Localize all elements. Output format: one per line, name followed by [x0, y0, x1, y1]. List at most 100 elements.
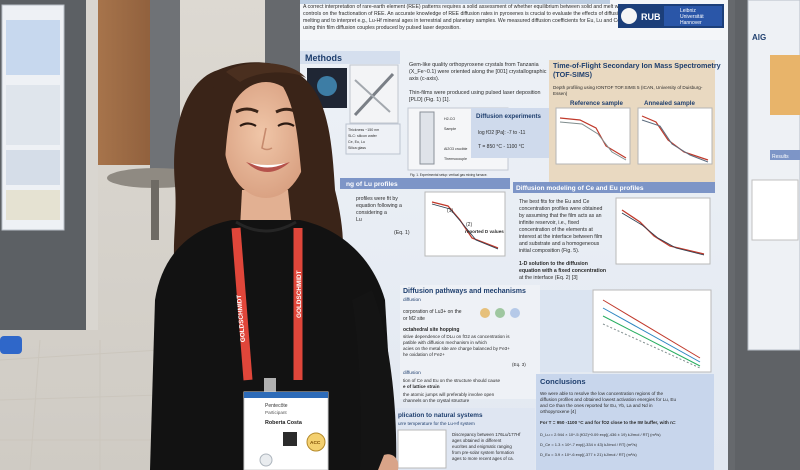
natural-systems-title-line-2: urre temperature for the Lu-Hf system: [398, 421, 475, 426]
badge-line-1: Pentecôte: [265, 403, 288, 409]
furnace-tube: [419, 111, 435, 165]
annealed-sample-plot: [637, 107, 713, 165]
ce-eu-line-9: 1-D solution to the diffusion: [519, 261, 588, 267]
pathways-subtitle-2: diffusion: [403, 370, 421, 376]
ce-eu-structure-line-4: channels on the crystal structure: [403, 398, 470, 403]
conclusions-equation-eu: D_Eu = 3.9 × 10^-6 exp[(-377 ± 21) kJ/mo…: [540, 452, 637, 457]
blue-object: [0, 336, 22, 354]
black-shirt: [150, 220, 395, 470]
poster-intro-line-2: controls on the fractionation of REE. An…: [303, 11, 685, 17]
rub-logo-text: RUB: [641, 12, 661, 22]
methods-bullet-2-line-1: Thin-films were produced using pulsed la…: [409, 90, 541, 96]
arrhenius-line-3: [602, 315, 701, 367]
conclusions-line-3: and Ce than the ones reported for Eu, Yb…: [540, 403, 653, 408]
site-diagram-dot-3: [510, 308, 520, 318]
ce-eu-section-title: Diffusion modeling of Ce and Eu profiles: [516, 185, 644, 192]
ce-eu-line-5: concentration of the elements at: [519, 227, 593, 233]
furnace-label-crucible: Al2O3 crucible: [444, 147, 467, 151]
ce-eu-profile-plot: [615, 197, 711, 265]
natural-systems-title-line-1: plication to natural systems: [398, 412, 483, 419]
methods-bullet-2-line-2: [PLD] (Fig. 1) [1].: [409, 97, 450, 103]
lu-section-title: ng of Lu profiles: [346, 181, 398, 188]
thin-film-label-3: Ce, Eu, Lu: [348, 140, 365, 144]
conclusions-line-1: We were able to resolve the low concentr…: [540, 391, 663, 396]
arrhenius-legend-box: [540, 290, 592, 372]
uni-seal-logo: [621, 8, 637, 24]
shirt-collar: [235, 220, 297, 233]
hair-front-right: [280, 72, 340, 262]
thin-film-label-1: Thickness ~150 nm: [348, 128, 379, 132]
ce-eu-structure-line-3: the atomic jumps will preferably involve…: [403, 392, 495, 397]
methods-bullet-1-line-2: (X_Fe~0.1) were oriented along the [001]…: [409, 69, 547, 75]
methods-crystal-glow: [317, 76, 337, 96]
right-poster-results: Results: [772, 154, 789, 160]
arrhenius-line-1: [602, 299, 701, 359]
lu-profile-curve: [431, 201, 499, 249]
pathways-line-1: corporation of Lu3+ on the: [403, 309, 462, 315]
ce-eu-line-2: concentration profiles were obtained: [519, 206, 602, 212]
methods-bullet-1-line-3: axis (c-axis).: [409, 76, 439, 82]
octahedral-line-1: octahedral site hopping: [403, 327, 459, 333]
pathways-subtitle: diffusion: [403, 297, 421, 303]
tof-sims-title-line-1: Time-of-Flight Secondary Ion Mass Spectr…: [553, 61, 721, 70]
ce-eu-section-bar: [513, 182, 715, 193]
nose: [261, 127, 273, 151]
site-diagram-dot-2: [495, 308, 505, 318]
leibniz-logo-line-1: Leibniz: [680, 8, 696, 14]
face: [224, 82, 308, 198]
left-eyebrow: [235, 107, 259, 114]
methods-orientation-line: [353, 72, 395, 117]
lanyard-text-left: GOLDSCHMIDT: [236, 294, 247, 342]
lanyard-clip: [264, 378, 276, 392]
poster-intro-line-3: melting and to interpret e.g., Lu-Hf min…: [303, 18, 660, 24]
methods-bullet-1-line-1: Gem-like quality orthopyroxene crystals …: [409, 62, 539, 68]
methods-title: Methods: [305, 53, 342, 63]
conclusions-equation-lu: D_Lu = 2.944 × 10^-5 (fO2)^0.09 exp[(-43…: [540, 432, 661, 437]
pathways-section: [400, 285, 540, 399]
arrhenius-line-4: [602, 323, 701, 369]
conclusions-line-5: For T = 950 -1100 °C and for fO2 close t…: [540, 420, 676, 425]
conclusions-title: Conclusions: [540, 377, 586, 386]
poster-affiliation-band: [300, 0, 610, 4]
badge-qr-code: [283, 432, 297, 446]
badge-lower-logo: [259, 453, 273, 467]
left-poster-graphic-2: [6, 85, 60, 145]
ce-eu-line-7: and substrate and a homogeneous: [519, 241, 600, 247]
right-poster-plot: [751, 179, 799, 241]
lu-profile-fit: [431, 203, 499, 250]
natural-systems-body-line-5: ages to more recent ages of ca.: [452, 456, 514, 461]
left-poster-graphic-3: [6, 150, 60, 185]
poster-intro-line-1: A correct interpretation of rare-earth e…: [303, 4, 699, 10]
right-poster-fragment: AlG: [752, 33, 766, 42]
lu-profiles-line-1: profiles were fit by: [356, 196, 398, 202]
lanyard-left-strap: [231, 227, 253, 381]
diffusion-experiments-fo2: log fO2 [Pa]: -7 to -11: [478, 130, 526, 136]
conclusions-section: [536, 374, 714, 470]
natural-systems-body-line-3: eucrites and enigmatic ranging: [452, 444, 512, 449]
methods-title-bar: [300, 51, 400, 64]
right-hand: [378, 454, 399, 470]
ce-eu-line-11: at the interface (Eq. 2) [3]: [519, 275, 578, 281]
ce-eu-structure-line-1: tion of Ce and Eu on the structure shoul…: [403, 378, 500, 383]
conclusions-line-4: orthopyroxene [4]: [540, 409, 576, 414]
thin-film-label-4: Silica glass: [348, 146, 366, 150]
octahedral-line-3: patible with diffusion mechanism in whic…: [403, 340, 487, 345]
badge-logo: [306, 432, 326, 452]
right-arm: [352, 290, 397, 470]
leibniz-logo-block: [664, 6, 722, 26]
badge-header-stripe: [244, 392, 328, 398]
annealed-sample-label: Annealed sample: [644, 100, 695, 107]
pathways-line-2: or M2 site: [403, 316, 425, 322]
conclusions-line-2: diffusion profiles and obtained lowest a…: [540, 397, 676, 402]
arrhenius-plot: [592, 289, 712, 373]
badge-name: Roberta Costa: [265, 420, 303, 426]
neck: [240, 190, 292, 228]
equation-1-label: (Eq. 1): [394, 230, 410, 236]
lu-plot-legend-1: (1): [447, 208, 453, 214]
smile-teeth: [250, 163, 286, 168]
lu-profiles-line-2: equation following a: [356, 203, 402, 209]
right-eye: [277, 122, 295, 127]
furnace-label-sample: Sample: [444, 127, 456, 131]
left-poster-graphic-1: [6, 20, 60, 75]
